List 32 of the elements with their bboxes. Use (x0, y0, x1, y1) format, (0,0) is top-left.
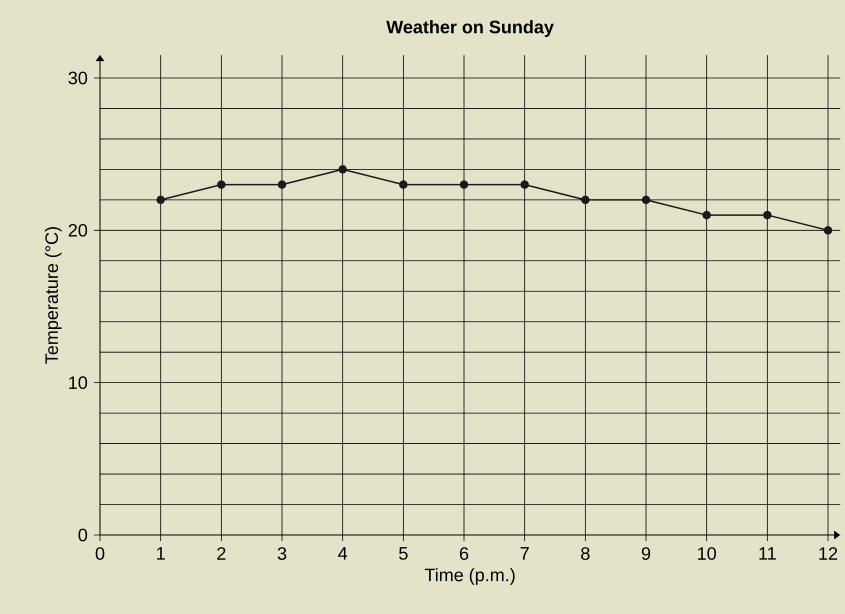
x-tick-label: 9 (642, 547, 650, 560)
x-tick-label: 6 (460, 547, 468, 560)
point (278, 180, 286, 189)
x-tick-label: 3 (278, 547, 286, 560)
y-tick-label: 30 (68, 72, 88, 84)
x-tick-label: 11 (759, 547, 776, 560)
point (642, 196, 650, 204)
y-tick-label: 10 (69, 376, 88, 390)
x-tick-label: 12 (819, 547, 838, 560)
x-tick-label: 2 (217, 547, 226, 560)
point (581, 196, 590, 204)
chart-title: Weather on Sunday (386, 20, 554, 37)
point (520, 180, 529, 189)
x-tick-label: 4 (338, 547, 348, 560)
x-tick-label: 1 (157, 547, 165, 560)
y-tick-label: 20 (68, 224, 88, 237)
x-tick-label: 5 (399, 547, 408, 560)
x-tick-label: 0 (96, 547, 104, 560)
x-axis-title: Time (p.m.) (424, 568, 515, 585)
point (217, 180, 226, 189)
point (399, 180, 408, 189)
point (824, 226, 832, 235)
y-tick-label: 0 (78, 528, 88, 542)
x-tick-label: 8 (581, 547, 590, 560)
point (156, 196, 165, 204)
y-axis-title: Temperature (°C) (44, 227, 62, 364)
x-tick-label: 10 (698, 547, 716, 560)
point (763, 210, 772, 220)
point (338, 165, 347, 174)
point (702, 210, 711, 220)
x-tick-label: 7 (520, 547, 529, 560)
point (460, 180, 468, 189)
